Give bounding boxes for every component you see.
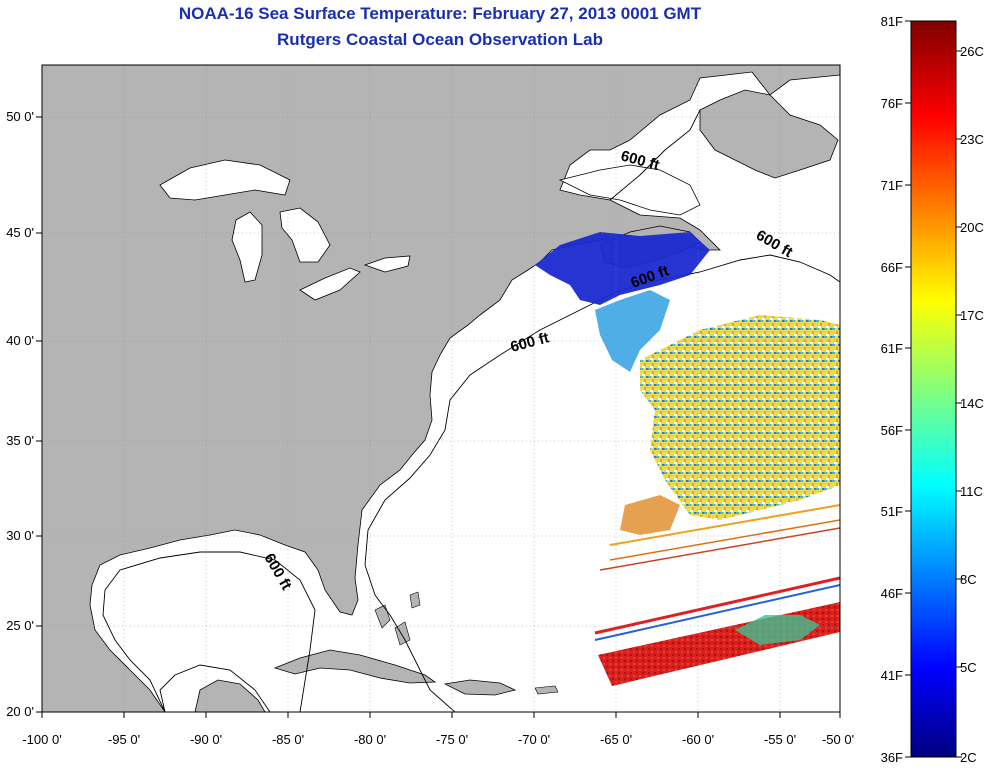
lon-tick-label: -95 0' (108, 732, 140, 747)
sst-cool-slope (595, 290, 670, 372)
isobath-600ft (364, 254, 840, 712)
colorbar-scale (910, 20, 957, 758)
lat-tick-label: 30 0' (6, 528, 34, 543)
sst-stripe-1 (609, 504, 840, 546)
isobath-600ft-north (609, 109, 701, 201)
celsius-label: 26C (960, 44, 984, 59)
celsius-label: 2C (960, 750, 977, 765)
lake-superior (159, 159, 291, 201)
celsius-label: 20C (960, 220, 984, 235)
puerto-rico-land (534, 685, 559, 695)
sst-stripe-3 (599, 527, 840, 571)
lon-tick-label: -85 0' (272, 732, 304, 747)
lon-tick-label: -80 0' (354, 732, 386, 747)
latitude-axis: 50 0' 45 0' 40 0' 35 0' 30 0' 25 0' 20 0… (6, 109, 34, 719)
lon-tick-label: -100 0' (22, 732, 61, 747)
sst-warm-patch (620, 495, 680, 535)
lat-tick-label: 40 0' (6, 333, 34, 348)
lon-tick-label: -55 0' (764, 732, 796, 747)
fahrenheit-label: 51F (881, 504, 903, 519)
frame-ticks (36, 116, 841, 718)
fahrenheit-label: 71F (881, 178, 903, 193)
gulf-of-st-lawrence (558, 164, 701, 216)
celsius-label: 5C (960, 660, 977, 675)
fahrenheit-label: 76F (881, 96, 903, 111)
lat-tick-label: 50 0' (6, 109, 34, 124)
lake-ontario (363, 255, 411, 273)
sst-stripe-5 (594, 576, 840, 635)
lon-tick-label: -65 0' (600, 732, 632, 747)
hispaniola-land (443, 679, 517, 696)
lon-tick-label: -90 0' (190, 732, 222, 747)
isobath-600ft-gulf-inner (159, 664, 271, 712)
lon-tick-label: -75 0' (436, 732, 468, 747)
bahamas-land (374, 591, 421, 646)
lon-tick-label: -70 0' (518, 732, 550, 747)
celsius-label: 8C (960, 572, 977, 587)
sst-stripe-2 (609, 519, 840, 561)
fahrenheit-label: 56F (881, 423, 903, 438)
longitude-axis: -100 0' -95 0' -90 0' -85 0' -80 0' -75 … (22, 732, 854, 747)
map-frame (41, 64, 841, 713)
sst-stripe-4 (594, 584, 840, 641)
fahrenheit-label: 36F (881, 750, 903, 765)
colorbar-ticks (905, 20, 962, 758)
lake-erie (299, 267, 361, 301)
celsius-label: 23C (960, 132, 984, 147)
lake-michigan (231, 211, 263, 283)
celsius-label: 17C (960, 308, 984, 323)
fahrenheit-label: 61F (881, 341, 903, 356)
yucatan-land (194, 679, 266, 712)
newfoundland-land (699, 89, 839, 179)
fahrenheit-label: 66F (881, 260, 903, 275)
sst-mid-swath (640, 315, 840, 520)
chart-subtitle: Rutgers Coastal Ocean Observation Lab (277, 30, 603, 49)
lat-tick-label: 35 0' (6, 433, 34, 448)
sst-cold-gulf-of-maine (535, 232, 710, 305)
fahrenheit-label: 46F (881, 586, 903, 601)
lon-tick-label: -60 0' (682, 732, 714, 747)
chart-title: NOAA-16 Sea Surface Temperature: Februar… (178, 4, 702, 23)
isobath-600ft-gulf (102, 551, 316, 712)
celsius-label: 14C (960, 396, 984, 411)
lat-tick-label: 20 0' (6, 704, 34, 719)
lake-huron (279, 207, 331, 263)
fahrenheit-label: 41F (881, 668, 903, 683)
cuba-land (273, 649, 437, 684)
fahrenheit-label: 81F (881, 14, 903, 29)
lon-tick-label: -50 0' (822, 732, 854, 747)
lat-tick-label: 45 0' (6, 225, 34, 240)
lat-tick-label: 25 0' (6, 618, 34, 633)
sst-green-eddy (735, 615, 820, 645)
temperature-colorbar: 81F 76F 71F 66F 61F 56F 51F 46F 41F 36F … (881, 14, 984, 765)
celsius-label: 11C (960, 484, 983, 499)
